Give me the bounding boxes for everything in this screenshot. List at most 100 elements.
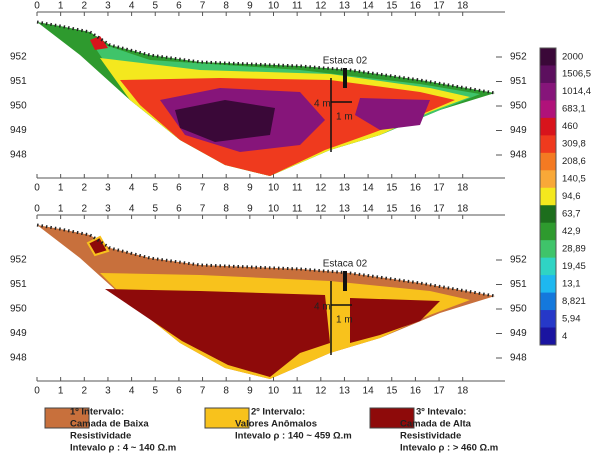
x-tick-label: 10 [268,1,280,12]
legend-text: Valores Anômalos [235,419,317,430]
x-tick-label: 18 [457,1,469,12]
y-tick-label: 950 [510,304,527,315]
x-tick-label: 6 [176,204,182,215]
x-tick-label: 16 [410,1,422,12]
legend-title: 1º Intervalo: [70,407,124,418]
x-tick-label: 3 [105,386,111,397]
x-tick-label: 13 [339,204,351,215]
colorbar-swatch [540,117,556,136]
x-tick-label: 15 [386,204,398,215]
x-tick-label: 0 [34,204,40,215]
x-tick-label: 2 [82,1,88,12]
x-tick-label: 9 [247,183,253,194]
colorbar-swatch [540,170,556,189]
x-tick-label: 14 [363,1,375,12]
colorbar-swatch [540,205,556,224]
x-tick-label: 4 [129,204,135,215]
colorbar-label: 8,821 [562,296,586,307]
colorbar-swatch [540,240,556,259]
anomaly [86,235,110,257]
legend-title: 3º Intevalo: [416,407,466,418]
stake-label: Estaca 02 [323,56,368,67]
x-tick-label: 12 [315,183,327,194]
colorbar-label: 28,89 [562,243,586,254]
x-tick-label: 4 [129,386,135,397]
colorbar-swatch [540,327,556,346]
colorbar-swatch [540,100,556,119]
layer-high [105,289,330,377]
x-tick-label: 3 [105,183,111,194]
y-tick-label: 948 [510,150,527,161]
x-tick-label: 1 [58,183,64,194]
x-tick-label: 5 [152,183,158,194]
x-tick-label: 8 [223,386,229,397]
colorbar-swatch [540,152,556,171]
width-label: 1 m [336,315,353,326]
x-tick-label: 12 [315,386,327,397]
x-tick-label: 9 [247,1,253,12]
colorbar-label: 1506,5 [562,69,591,80]
colorbar-swatch [540,65,556,84]
colorbar-label: 2000 [562,51,583,62]
x-tick-label: 8 [223,183,229,194]
colorbar-label: 140,5 [562,174,586,185]
layer-dark [175,100,275,142]
x-tick-label: 14 [363,386,375,397]
colorbar-label: 4 [562,331,567,342]
x-tick-label: 11 [292,386,303,397]
x-tick-label: 15 [386,1,398,12]
colorbar-label: 1014,4 [562,86,591,97]
colorbar-frame [539,47,557,346]
y-tick-label: 951 [510,76,527,87]
y-tick-label: 952 [10,255,27,266]
x-tick-label: 10 [268,183,280,194]
stake [343,68,347,88]
colorbar-swatch [540,292,556,311]
colorbar-label: 19,45 [562,261,586,272]
legend-text: Intevalo ρ : 4 ~ 140 Ω.m [70,443,176,454]
x-tick-label: 17 [433,1,445,12]
stake [343,271,347,291]
x-tick-label: 18 [457,183,469,194]
x-tick-label: 5 [152,204,158,215]
x-tick-label: 8 [223,204,229,215]
colorbar-label: 5,94 [562,313,581,324]
top-section: 0011223344556677889910101111121213131414… [10,1,527,194]
colorbar-swatch [540,82,556,101]
x-tick-label: 2 [82,204,88,215]
stake-label: Estaca 02 [323,259,368,270]
x-tick-label: 9 [247,204,253,215]
legend-title: 2º Intervalo: [251,407,305,418]
x-tick-label: 18 [457,204,469,215]
x-tick-label: 11 [292,204,303,215]
legend-text: Camada de Baixa [70,419,149,430]
x-tick-label: 15 [386,183,398,194]
x-tick-label: 0 [34,386,40,397]
electrodes [36,223,496,298]
y-tick-label: 948 [10,150,27,161]
x-tick-label: 16 [410,204,422,215]
x-tick-label: 1 [58,386,64,397]
x-tick-label: 5 [152,1,158,12]
x-tick-label: 8 [223,1,229,12]
x-tick-label: 11 [292,1,303,12]
y-tick-label: 951 [10,76,27,87]
y-tick-label: 951 [10,279,27,290]
x-tick-label: 0 [34,1,40,12]
y-tick-label: 948 [510,353,527,364]
legend-text: Intevalo ρ : 140 ~ 459 Ω.m [235,431,352,442]
legend-swatch [204,407,250,429]
x-tick-label: 7 [200,204,206,215]
x-tick-label: 10 [268,204,280,215]
x-tick-label: 2 [82,183,88,194]
colorbar-swatch [540,135,556,154]
colorbar-swatch [540,187,556,206]
colorbar-label: 42,9 [562,226,581,237]
y-tick-label: 950 [10,101,27,112]
y-tick-label: 950 [10,304,27,315]
y-tick-label: 950 [510,101,527,112]
x-tick-label: 4 [129,183,135,194]
x-tick-label: 7 [200,386,206,397]
x-tick-label: 11 [292,183,303,194]
